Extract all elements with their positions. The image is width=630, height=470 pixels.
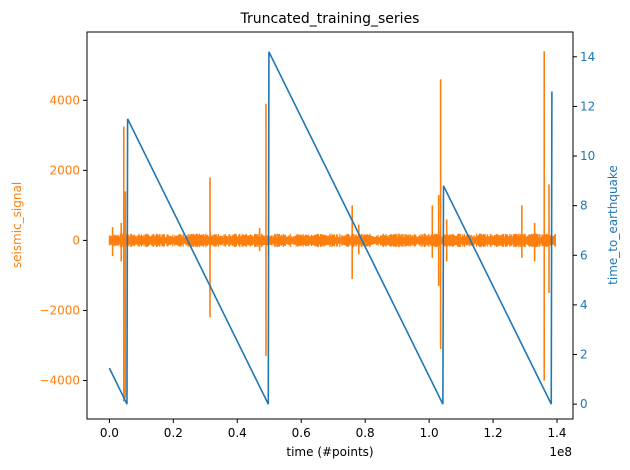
x-tick-label-1: 0.2 (164, 426, 183, 440)
time-to-earthquake-line (108, 51, 553, 405)
x-axis: 0.0 0.2 0.4 0.6 0.8 1.0 1.2 1.4 (100, 419, 567, 440)
left-y-axis: −4000 −2000 0 2000 4000 (39, 93, 87, 387)
plot-frame (86, 31, 574, 420)
chart-title: Truncated_training_series (240, 11, 420, 27)
x-axis-label: time (#points) (286, 445, 373, 459)
x-axis-offset-label: 1e8 (549, 445, 572, 459)
x-tick-label-2: 0.4 (228, 426, 247, 440)
x-tick-label-0: 0.0 (100, 426, 119, 440)
seismic-signal-noise-band (108, 233, 557, 248)
right-tick-label-5: 10 (580, 149, 595, 163)
x-tick-label-6: 1.2 (484, 426, 503, 440)
right-tick-label-7: 14 (580, 50, 595, 64)
x-tick-label-3: 0.6 (292, 426, 311, 440)
x-tick-label-4: 0.8 (356, 426, 375, 440)
right-tick-label-6: 12 (580, 99, 595, 113)
right-tick-label-3: 6 (580, 248, 588, 262)
left-y-axis-label: seismic_signal (10, 182, 24, 268)
left-tick-label-3: 2000 (49, 163, 80, 177)
seismic-signal-series (108, 51, 557, 402)
left-tick-label-0: −4000 (39, 373, 80, 387)
right-tick-label-0: 0 (580, 397, 588, 411)
right-tick-label-4: 8 (580, 199, 588, 213)
x-tick-label-5: 1.0 (420, 426, 439, 440)
right-tick-label-1: 2 (580, 348, 588, 362)
left-tick-label-4: 4000 (49, 93, 80, 107)
left-tick-label-2: 0 (72, 233, 80, 247)
right-y-axis-label: time_to_earthquake (606, 165, 620, 285)
time-to-earthquake-series (108, 51, 553, 405)
left-tick-label-1: −2000 (39, 303, 80, 317)
right-tick-label-2: 4 (580, 298, 588, 312)
x-tick-label-7: 1.4 (547, 426, 566, 440)
right-y-axis: 0 2 4 6 8 10 12 14 (573, 50, 595, 411)
